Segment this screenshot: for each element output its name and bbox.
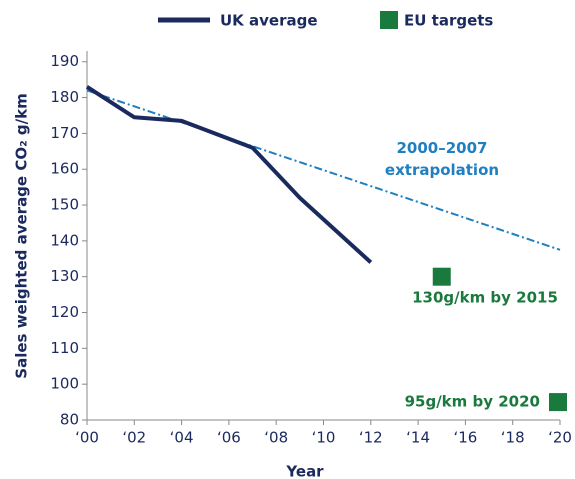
extrapolation-label: 2000–2007 extrapolation [385,139,499,179]
y-tick-label: 110 [50,339,79,357]
y-tick-label: 170 [50,124,79,142]
y-tick-label: 140 [50,231,79,249]
y-tick-label: 190 [50,52,79,70]
x-tick-label: ‘14 [406,429,430,447]
target-label: 130g/km by 2015 [412,289,558,307]
x-tick-label: ‘02 [122,429,146,447]
y-tick-label: 150 [50,196,79,214]
y-tick-label: 130 [50,267,79,285]
x-tick-label: ‘16 [453,429,477,447]
uk-average-line [85,85,373,264]
x-tick-label: ‘04 [170,429,194,447]
x-tick-label: ‘00 [75,429,99,447]
x-tick-label: ‘20 [548,429,572,447]
x-tick-label: ‘10 [312,429,336,447]
x-axis-label: Year [285,463,324,479]
x-tick-label: ‘18 [501,429,525,447]
y-tick-label: 100 [50,375,79,393]
legend-label: EU targets [404,12,493,30]
y-tick-label: 160 [50,160,79,178]
y-tick-label: 80 [60,411,79,429]
target-marker [432,267,451,286]
legend-label: UK average [220,12,318,30]
target-label: 95g/km by 2020 [405,393,540,411]
x-tick-label: ‘06 [217,429,241,447]
y-tick-label: 120 [50,303,79,321]
y-tick-label: 180 [50,88,79,106]
target-marker [549,393,567,412]
legend-swatch [380,11,398,29]
x-tick-label: ‘08 [264,429,288,447]
extrapolation-line [86,89,561,251]
x-tick-label: ‘12 [359,429,383,447]
y-axis-label: Sales weighted average CO₂ g/km [13,93,31,378]
